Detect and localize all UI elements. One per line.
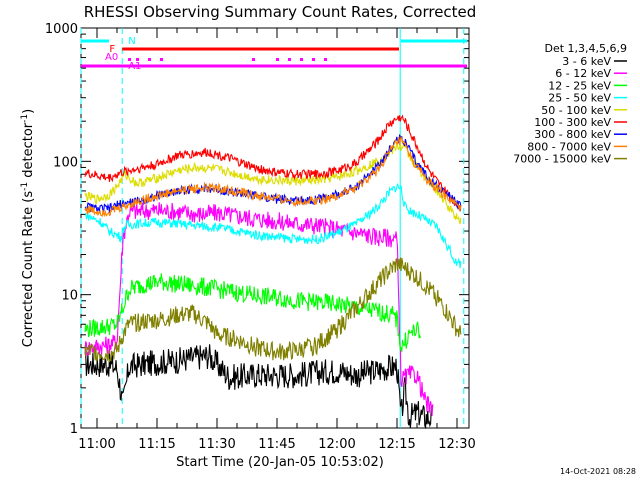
flag-A1-dot (148, 58, 151, 61)
flag-A1-dot (160, 58, 163, 61)
series-line-1 (84, 202, 434, 417)
legend-entry-label: 3 - 6 keV (562, 55, 611, 68)
y-axis-label-sup1: -1 (20, 182, 30, 191)
series-line-4 (84, 142, 462, 225)
y-axis-label-part3: ) (21, 109, 36, 114)
y-tick-label: 10 (61, 289, 78, 304)
flag-A1-dot (252, 58, 255, 61)
legend-entry-label: 300 - 800 keV (534, 128, 611, 141)
flag-A1-dot (312, 58, 315, 61)
flag-A1-dot (136, 58, 139, 61)
flag-A0-label: A0 (105, 52, 118, 63)
x-axis-label: Start Time (20-Jan-05 10:53:02) (176, 455, 384, 470)
flag-A1-dot (300, 58, 303, 61)
x-tick-label: 11:15 (138, 437, 175, 452)
chart-title: RHESSI Observing Summary Count Rates, Co… (84, 3, 477, 21)
y-axis-label-part1: Corrected Count Rate (s (21, 191, 36, 348)
y-tick-label: 1000 (45, 22, 78, 37)
flag-A1-dot (276, 58, 279, 61)
y-tick-label: 100 (53, 155, 78, 170)
timestamp: 14-Oct-2021 08:28 (560, 467, 636, 476)
flag-A1-dot (324, 58, 327, 61)
legend-entry-label: 7000 - 15000 keV (513, 153, 611, 166)
flag-N-label: N (128, 36, 135, 47)
y-axis-label-sup2: -1 (20, 114, 30, 123)
y-tick-label: 1 (70, 422, 78, 437)
flag-A1-dot (288, 58, 291, 61)
legend-entry-label: 100 - 300 keV (534, 116, 611, 129)
series-line-7 (84, 135, 462, 218)
x-tick-label: 11:45 (258, 437, 295, 452)
series-line-0 (84, 344, 434, 430)
legend-entry-label: 12 - 25 keV (548, 79, 611, 92)
series-line-5 (84, 114, 462, 212)
legend-entry-label: 800 - 7000 keV (527, 140, 611, 153)
series-line-3 (84, 182, 462, 269)
series-line-2 (84, 273, 422, 352)
y-axis-label: Corrected Count Rate (s-1 detector-1) (20, 109, 36, 347)
x-tick-label: 11:00 (78, 437, 115, 452)
series-line-8 (84, 257, 462, 363)
x-tick-label: 12:15 (378, 437, 415, 452)
legend-entry-label: 50 - 100 keV (541, 104, 611, 117)
x-tick-label: 11:30 (198, 437, 235, 452)
flag-A1-dot (128, 58, 131, 61)
legend-entry-label: 25 - 50 keV (548, 92, 611, 105)
y-axis-label-part2: detector (21, 122, 36, 182)
flag-A1-label: A1 (128, 61, 141, 72)
legend-entry-label: 6 - 12 keV (555, 67, 611, 80)
flag-F-label: F (109, 44, 115, 55)
legend-title: Det 1,3,4,5,6,9 (544, 42, 627, 55)
x-tick-label: 12:30 (438, 437, 475, 452)
x-tick-label: 12:00 (318, 437, 355, 452)
plot-area: 1 10 100 1000 11:00 11:15 11:30 11:45 12:00 12:15… (45, 22, 476, 452)
